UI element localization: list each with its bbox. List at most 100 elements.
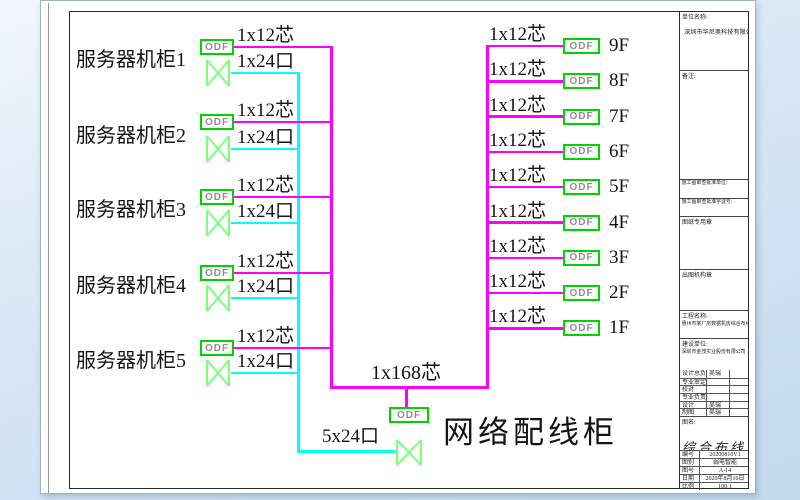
meta-value: 弱电智能	[700, 458, 748, 466]
personnel-name: 吴瑞	[707, 408, 730, 416]
floor-fiber-line	[487, 221, 563, 224]
titleblock-remarks-cell: 备注:	[680, 70, 748, 179]
meta-value: 2020年8月10日	[700, 474, 748, 482]
sheet-trim-line	[48, 3, 49, 493]
floor-label: 1F	[609, 317, 630, 339]
floor-fiber-label: 1x12芯	[489, 129, 547, 151]
backbone-fiber-label: 1x168芯	[371, 362, 441, 384]
floor-fiber-line	[487, 115, 563, 118]
rack-patch-panel-icon	[205, 284, 231, 317]
rack-patch-panel-icon	[205, 59, 231, 92]
titleblock-drawing-title-cell: 图名: 综合布线	[680, 416, 748, 450]
personnel-table: 设计总负责吴瑞专业审定校对专业负责设计吴瑞制图吴瑞	[680, 370, 748, 416]
project-label: 工程名称:	[682, 314, 708, 320]
rack-label: 服务器机柜5	[76, 349, 186, 372]
fiber-drop-to-odf	[404, 389, 408, 407]
fiber-trunk-left	[329, 45, 333, 389]
rack-copper-label: 1x24口	[237, 351, 295, 372]
rack-odf-box: ODF	[200, 114, 234, 130]
rack-copper-line	[231, 296, 298, 300]
titleblock-drawing-seal-cell: 图纸专用章	[680, 216, 748, 269]
backbone-copper-label: 5x24口	[322, 426, 380, 447]
floor-label: 7F	[609, 105, 630, 127]
floor-fiber-line	[487, 44, 563, 48]
personnel-sign	[730, 408, 748, 416]
drawing-title: 综合布线	[681, 440, 746, 450]
titleblock-project-cell: 工程名称: 惠州市某厂房数据机房综合布线工程	[680, 310, 748, 338]
meta-label: 日期	[680, 474, 700, 482]
rack-label: 服务器机柜2	[76, 124, 186, 147]
personnel-sign	[730, 377, 748, 386]
drawing-meta-table: 编号 20200810V1 图别 弱电智能 图号 A-14 日期 2020年8月10日 比例 10…	[680, 450, 748, 490]
rack-patch-panel-icon	[205, 209, 231, 242]
rack-fiber-line	[234, 271, 331, 275]
personnel-sign	[730, 385, 748, 393]
personnel-role: 专业审定	[680, 377, 707, 386]
rack-patch-panel-icon	[205, 359, 231, 392]
fiber-trunk-right	[485, 44, 489, 389]
floor-fiber-line	[487, 327, 563, 330]
issue-seal-label: 出图机构章	[682, 273, 713, 279]
titleblock-review-no-cell: 施工图审查批准字证号:	[680, 198, 748, 216]
floor-fiber-label: 1x12芯	[489, 59, 547, 81]
floor-fiber-label: 1x12芯	[489, 271, 547, 293]
floor-fiber-line	[487, 150, 563, 154]
rack-label: 服务器机柜3	[76, 199, 186, 221]
personnel-sign	[730, 400, 748, 409]
client-name: 深圳市金茂实业股份有限公司	[681, 349, 746, 355]
floor-fiber-label: 1x12芯	[489, 24, 547, 45]
rack-odf-box: ODF	[200, 189, 234, 205]
copper-trunk-bottom	[298, 449, 395, 453]
floor-odf-box: ODF	[563, 214, 600, 231]
titleblock-issue-seal-cell: 出图机构章	[680, 269, 748, 310]
rack-fiber-label: 1x12芯	[237, 100, 295, 121]
rack-fiber-label: 1x12芯	[237, 25, 295, 46]
org-label: 单位名称:	[682, 15, 708, 21]
drawing-title-label: 图名:	[682, 420, 696, 426]
personnel-name	[707, 385, 730, 393]
rack-patch-panel-icon	[205, 135, 231, 168]
meta-value: 20200810V1	[700, 450, 748, 458]
titleblock-org-cell: 单位名称: 深圳市华尼奥科技有限公司	[680, 12, 748, 70]
rack-odf-box: ODF	[200, 340, 234, 356]
floor-label: 2F	[609, 282, 630, 304]
rack-fiber-label: 1x12芯	[237, 251, 295, 272]
floor-fiber-label: 1x12芯	[489, 235, 547, 257]
meta-value: A-14	[700, 466, 748, 474]
rack-copper-line	[231, 71, 298, 75]
rack-copper-line	[231, 371, 298, 375]
floor-label: 4F	[609, 211, 630, 233]
floor-label: 3F	[609, 246, 630, 268]
floor-label: 8F	[609, 70, 630, 92]
personnel-role: 设计总负责	[682, 370, 707, 378]
floor-fiber-line	[487, 185, 563, 189]
rack-copper-line	[231, 147, 298, 151]
drawing-seal-label: 图纸专用章	[682, 220, 713, 226]
fiber-trunk-bottom	[329, 386, 489, 389]
floor-fiber-line	[487, 291, 563, 295]
rack-copper-label: 1x24口	[237, 127, 295, 148]
review-no-label: 施工图审查批准字证号:	[681, 199, 733, 205]
meta-value: 100:1	[700, 482, 748, 490]
project-name: 惠州市某厂房数据机房综合布线工程	[681, 321, 748, 327]
rack-fiber-line	[234, 346, 331, 350]
remarks-label: 备注:	[682, 74, 696, 80]
rack-fiber-label: 1x12芯	[237, 175, 295, 196]
personnel-name: 吴瑞	[707, 370, 730, 378]
floor-odf-box: ODF	[563, 73, 600, 90]
floor-fiber-label: 1x12芯	[489, 306, 547, 328]
floor-odf-box: ODF	[563, 38, 600, 54]
personnel-role: 设计	[680, 400, 707, 409]
cabinet-patch-panel-icon	[395, 439, 423, 471]
org-name: 深圳市华尼奥科技有限公司	[684, 28, 748, 36]
floor-odf-box: ODF	[563, 320, 600, 337]
meta-label: 图别	[680, 458, 700, 466]
copper-trunk-left	[296, 71, 300, 453]
meta-label: 图号	[680, 466, 700, 474]
rack-label: 服务器机柜4	[76, 274, 186, 297]
personnel-name	[707, 392, 730, 401]
floor-fiber-line	[487, 256, 563, 260]
floor-fiber-label: 1x12芯	[489, 200, 547, 222]
rack-odf-box: ODF	[200, 39, 234, 55]
titleblock-client-cell: 建设单位: 深圳市金茂实业股份有限公司	[680, 338, 748, 370]
